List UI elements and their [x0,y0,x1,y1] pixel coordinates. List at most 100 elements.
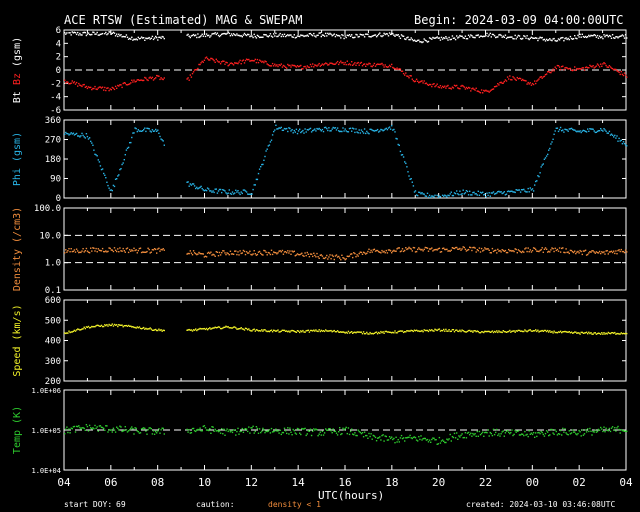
data-point [341,331,343,333]
data-point [322,130,325,133]
data-point [213,191,215,194]
data-point [624,249,627,251]
data-point [95,325,97,327]
data-point [215,327,217,329]
data-point [355,64,357,66]
data-point [140,36,143,38]
data-point [500,251,502,253]
data-point [606,250,608,252]
data-point [100,168,103,171]
data-point [611,332,614,334]
data-point [206,58,209,60]
data-point [352,64,354,66]
data-point [134,127,136,129]
data-point [229,192,232,195]
data-point [344,61,346,64]
data-point [447,439,449,441]
data-point [473,246,475,249]
data-point [391,436,393,438]
data-point [620,139,622,141]
data-point [616,36,618,38]
data-point [464,432,467,434]
data-point [595,36,598,38]
data-point [149,427,151,429]
data-point [251,254,253,256]
data-point [597,332,600,334]
data-point [200,328,202,330]
data-point [619,333,621,335]
data-point [283,65,286,67]
data-point [624,74,627,76]
data-point [608,251,611,253]
data-point [501,36,503,38]
data-point [464,248,467,250]
data-point [486,330,488,333]
data-point [532,37,535,39]
data-point [340,37,342,39]
data-point [191,72,194,75]
data-point [422,438,424,440]
data-point [503,435,505,437]
data-point [434,328,436,330]
data-point [303,331,305,333]
data-point [462,330,464,332]
data-point [617,37,619,39]
data-point [105,31,107,34]
data-point [570,69,573,71]
data-point [190,432,193,434]
data-point [105,324,107,327]
data-point [82,248,84,250]
data-point [621,250,624,253]
data-point [617,140,619,142]
data-point [197,253,199,255]
data-point [191,34,194,37]
data-point [301,130,303,133]
data-point [459,88,461,90]
data-point [514,248,516,250]
data-point [160,77,162,79]
data-point [541,329,543,332]
data-point [327,330,329,332]
data-point [583,433,586,435]
data-point [619,73,621,76]
data-point [439,196,442,198]
x-tick-label: 22 [479,476,492,489]
data-point [156,329,158,332]
data-point [516,76,518,79]
data-point [562,427,564,430]
data-point [226,326,228,328]
data-point [277,128,279,130]
data-point [500,81,502,83]
data-point [428,439,431,441]
data-point [443,247,445,249]
data-point [590,34,592,37]
data-point [200,62,202,64]
data-point [437,328,439,331]
data-point [348,433,351,436]
data-point [242,328,245,330]
x-tick-label: 02 [573,476,586,489]
data-point [622,430,625,432]
data-point [108,323,110,326]
data-point [321,34,324,36]
data-point [359,331,361,333]
data-point [589,427,591,430]
data-point [394,250,396,252]
data-point [263,329,265,331]
data-point [591,66,593,68]
data-point [466,249,469,251]
data-point [334,255,337,257]
data-point [417,330,419,332]
data-point [88,424,91,427]
data-point [317,64,319,66]
data-point [186,34,188,36]
data-point [299,128,301,130]
data-point [597,130,600,132]
data-point [521,330,523,332]
data-point [397,439,399,441]
data-point [353,331,355,334]
data-point [430,441,432,443]
data-point [103,250,105,253]
data-point [93,149,95,151]
